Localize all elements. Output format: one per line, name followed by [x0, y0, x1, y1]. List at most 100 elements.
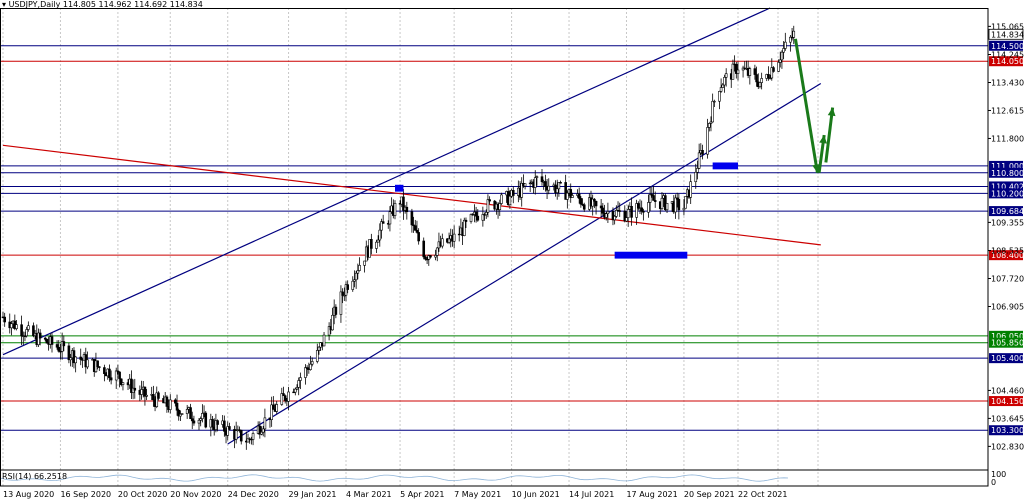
candle-body — [175, 402, 179, 411]
y-tick-label: 114.245 — [991, 51, 1024, 60]
candle-body — [711, 100, 714, 123]
level-label-bg — [989, 353, 1023, 364]
candle-body — [604, 213, 608, 218]
candle-body — [119, 378, 123, 385]
candle-body — [594, 200, 598, 207]
candle-body — [577, 193, 581, 199]
rsi-scale-bottom: 0 — [991, 478, 996, 487]
x-tick-label: 4 Mar 2021 — [346, 490, 392, 499]
candle-body — [180, 413, 184, 415]
candle-body — [701, 150, 704, 155]
candle-body — [197, 419, 201, 424]
x-tick-label: 20 Sep 2021 — [684, 490, 735, 499]
candle-body — [606, 211, 610, 215]
candle-body — [79, 356, 83, 360]
candle-body — [452, 233, 456, 242]
candle-body — [74, 356, 77, 364]
candle-body — [476, 215, 480, 221]
candle-body — [216, 420, 219, 425]
candle-body — [145, 394, 148, 397]
candle-body — [412, 224, 415, 227]
candle-body — [767, 74, 770, 79]
candle-body — [23, 335, 27, 337]
candle-body — [566, 192, 569, 200]
candle-body — [778, 59, 782, 63]
candle-body — [402, 196, 405, 211]
level-label-bg — [989, 188, 1023, 199]
arrow-up-short-head — [819, 135, 827, 144]
dropdown-triangle-icon[interactable]: ▾ — [2, 0, 7, 9]
candle-body — [789, 36, 792, 43]
candle-body — [569, 189, 573, 198]
x-tick-label: 14 Jul 2021 — [569, 490, 614, 499]
candle-body — [523, 183, 527, 187]
candle-body — [121, 382, 125, 385]
candle-body — [25, 329, 28, 337]
candle-body — [736, 69, 740, 74]
candle-body — [674, 197, 677, 213]
x-tick-label: 5 Apr 2021 — [400, 490, 444, 499]
candle-body — [96, 360, 99, 368]
candle-body — [642, 210, 645, 213]
candle-body — [223, 420, 226, 432]
candle-body — [689, 181, 692, 198]
candle-body — [20, 324, 23, 337]
candle-body — [55, 344, 59, 348]
candle-body — [528, 182, 532, 185]
candle-body — [98, 366, 101, 368]
level-label: 108.400 — [991, 251, 1024, 260]
zone-april — [395, 184, 404, 192]
candle-body — [755, 74, 758, 83]
candle-body — [130, 378, 133, 393]
candle-body — [415, 230, 419, 233]
candle-body — [555, 188, 559, 193]
level-label-bg — [989, 330, 1023, 341]
level-label: 103.300 — [991, 426, 1024, 435]
candle-body — [116, 370, 120, 373]
candle-body — [696, 168, 699, 173]
candle-body — [358, 265, 361, 271]
candle-body — [334, 306, 338, 315]
candle-body — [777, 62, 780, 72]
candle-body — [719, 87, 723, 92]
vertical-grid — [2, 8, 819, 486]
candle-body — [189, 407, 192, 420]
candle-body — [275, 404, 279, 412]
candle-body — [228, 426, 231, 430]
candle-body — [640, 207, 643, 212]
arrows — [793, 38, 836, 174]
candle-body — [724, 73, 728, 78]
candle-body — [143, 386, 147, 397]
chart-frame — [0, 8, 989, 487]
candle-body — [591, 198, 594, 207]
y-tick-label: 107.720 — [991, 275, 1024, 284]
candle-body — [67, 345, 71, 361]
price-tag-bg — [988, 28, 1024, 40]
level-label: 104.150 — [991, 397, 1024, 406]
candle-body — [305, 367, 309, 369]
candle-body — [533, 177, 537, 188]
candle-body — [341, 291, 344, 296]
candle-body — [62, 341, 66, 347]
candle-body — [557, 182, 561, 190]
candle-body — [214, 420, 218, 430]
candle-body — [601, 207, 605, 214]
candle-body — [199, 418, 202, 421]
candle-body — [114, 370, 118, 381]
zone-october — [712, 162, 738, 170]
candle-body — [652, 195, 655, 201]
candle-body — [706, 127, 709, 155]
candle-body — [152, 394, 155, 401]
candle-body — [322, 334, 326, 347]
candle-body — [57, 346, 61, 352]
candle-body — [226, 426, 230, 436]
candle-body — [315, 350, 319, 362]
candle-body — [748, 68, 752, 76]
candle-body — [343, 294, 346, 297]
candle-body — [388, 211, 392, 225]
candle-body — [179, 413, 182, 417]
candle-body — [344, 284, 348, 296]
candle-body — [593, 198, 596, 202]
